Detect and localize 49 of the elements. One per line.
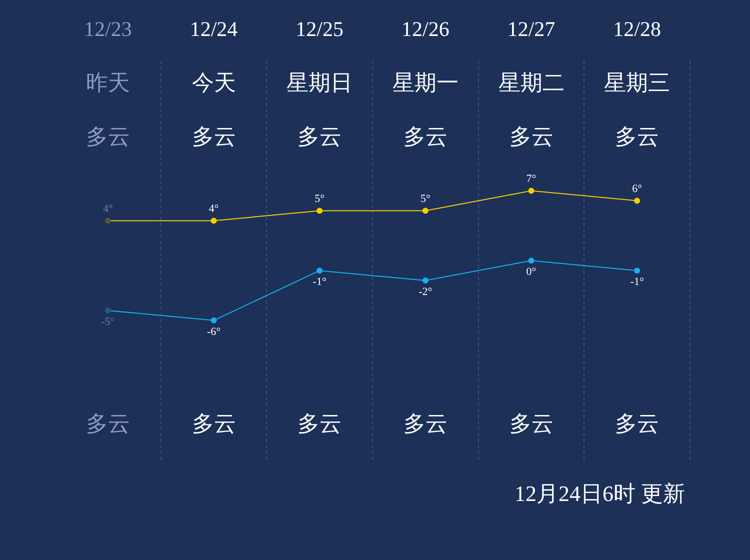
point (634, 198, 640, 204)
text: 星期二 (498, 70, 564, 95)
point (210, 317, 217, 324)
data-label: 4° (208, 203, 219, 216)
data-label: 6° (632, 183, 642, 196)
text: 多云 (403, 410, 448, 436)
point (422, 208, 428, 214)
text: 昨天 (86, 70, 130, 95)
text: 多云 (86, 124, 130, 149)
text: 多云 (615, 124, 660, 149)
data-label: 5° (420, 193, 430, 206)
data-label: -1° (312, 276, 326, 288)
point (210, 218, 217, 224)
text: 多云 (298, 410, 342, 436)
x-tick-label: 12/27 (507, 17, 556, 42)
data-label: 4° (102, 203, 113, 216)
text: 多云 (192, 410, 236, 436)
point (104, 307, 111, 314)
data-label: 0° (526, 266, 536, 278)
point (422, 278, 428, 284)
text: 今天 (192, 70, 236, 95)
text: 星期一 (392, 70, 458, 95)
x-tick-label: 12/24 (190, 17, 238, 42)
point (316, 208, 323, 214)
data-label: -5° (101, 316, 115, 328)
point (528, 188, 534, 194)
point (528, 258, 534, 264)
data-label: 5° (314, 193, 325, 206)
data-label: -1° (630, 276, 644, 288)
x-tick-label: 12/28 (613, 17, 662, 42)
text: 多云 (509, 124, 554, 149)
text: 多云 (86, 410, 130, 436)
point (104, 218, 111, 224)
text: 多云 (509, 410, 554, 436)
text: 多云 (615, 410, 660, 436)
data-label: 7° (526, 173, 536, 186)
text: 多云 (298, 124, 342, 149)
point (634, 268, 640, 274)
point (316, 268, 323, 274)
x-tick-label: 12/26 (401, 17, 450, 42)
x-tick-label: 12/25 (296, 17, 344, 42)
text: 12月24日6时 更新 (514, 480, 685, 506)
data-label: -6° (206, 326, 221, 338)
text: 多云 (192, 124, 236, 149)
text: 星期三 (604, 70, 670, 95)
data-label: -2° (418, 286, 432, 298)
text: 多云 (403, 124, 448, 149)
text: 星期日 (286, 70, 353, 95)
x-tick-label: 12/23 (84, 17, 132, 42)
